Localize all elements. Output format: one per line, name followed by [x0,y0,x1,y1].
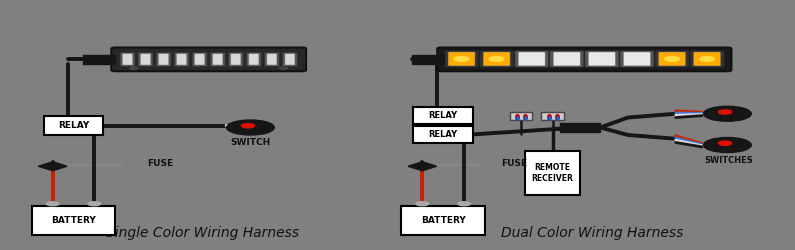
FancyBboxPatch shape [448,52,475,66]
FancyBboxPatch shape [444,50,479,67]
FancyBboxPatch shape [156,52,171,66]
Circle shape [719,141,731,145]
Circle shape [88,202,101,206]
Circle shape [454,57,469,61]
Text: SWITCHES: SWITCHES [704,156,754,165]
FancyBboxPatch shape [437,48,731,71]
Circle shape [719,110,731,114]
Circle shape [242,124,254,128]
FancyBboxPatch shape [623,52,650,66]
FancyBboxPatch shape [514,50,549,67]
FancyBboxPatch shape [588,52,615,66]
FancyBboxPatch shape [479,50,514,67]
FancyBboxPatch shape [210,52,225,66]
Circle shape [46,202,59,206]
FancyBboxPatch shape [141,54,150,65]
Bar [401,206,485,235]
Bar [32,206,115,235]
FancyBboxPatch shape [585,50,619,67]
FancyBboxPatch shape [285,54,295,65]
FancyBboxPatch shape [213,54,223,65]
Text: BATTERY: BATTERY [51,216,96,225]
Polygon shape [408,162,436,171]
FancyBboxPatch shape [655,50,689,67]
FancyBboxPatch shape [231,54,241,65]
Bar [510,112,532,120]
FancyBboxPatch shape [174,52,189,66]
FancyBboxPatch shape [549,50,584,67]
FancyBboxPatch shape [265,52,279,66]
FancyBboxPatch shape [267,54,277,65]
FancyBboxPatch shape [111,48,306,71]
FancyBboxPatch shape [249,54,258,65]
FancyBboxPatch shape [120,52,135,66]
Text: RELAY: RELAY [429,130,458,139]
Circle shape [279,67,288,70]
FancyBboxPatch shape [176,54,187,65]
FancyBboxPatch shape [122,54,132,65]
Text: SWITCH: SWITCH [231,138,270,147]
FancyBboxPatch shape [246,52,262,66]
FancyBboxPatch shape [690,50,724,67]
Circle shape [489,57,504,61]
Text: FUSE: FUSE [147,159,173,168]
Text: RELAY: RELAY [58,121,89,130]
Circle shape [700,57,715,61]
Bar [413,126,473,142]
FancyBboxPatch shape [192,52,207,66]
Circle shape [665,57,680,61]
Text: Dual Color Wiring Harness: Dual Color Wiring Harness [501,226,684,240]
Bar [83,55,115,64]
Bar [525,151,580,195]
FancyBboxPatch shape [138,52,153,66]
Bar [560,123,600,132]
Circle shape [227,120,274,135]
FancyBboxPatch shape [483,52,510,66]
Circle shape [130,67,138,70]
FancyBboxPatch shape [228,52,243,66]
FancyBboxPatch shape [282,52,297,66]
Bar [44,116,103,135]
Text: RELAY: RELAY [429,111,458,120]
FancyBboxPatch shape [658,52,685,66]
FancyBboxPatch shape [553,52,580,66]
Text: FUSE: FUSE [501,159,527,168]
Text: REMOTE
RECEIVER: REMOTE RECEIVER [532,164,573,183]
Text: BATTERY: BATTERY [421,216,466,225]
FancyBboxPatch shape [518,52,545,66]
FancyBboxPatch shape [694,52,720,66]
Bar [541,112,564,120]
Bar [413,108,473,124]
Circle shape [416,202,429,206]
Circle shape [458,202,471,206]
Bar [412,55,444,64]
FancyBboxPatch shape [620,50,654,67]
Polygon shape [38,162,67,171]
Circle shape [704,138,751,152]
FancyBboxPatch shape [195,54,204,65]
Text: Single Color Wiring Harness: Single Color Wiring Harness [107,226,299,240]
Circle shape [704,106,751,121]
FancyBboxPatch shape [159,54,169,65]
